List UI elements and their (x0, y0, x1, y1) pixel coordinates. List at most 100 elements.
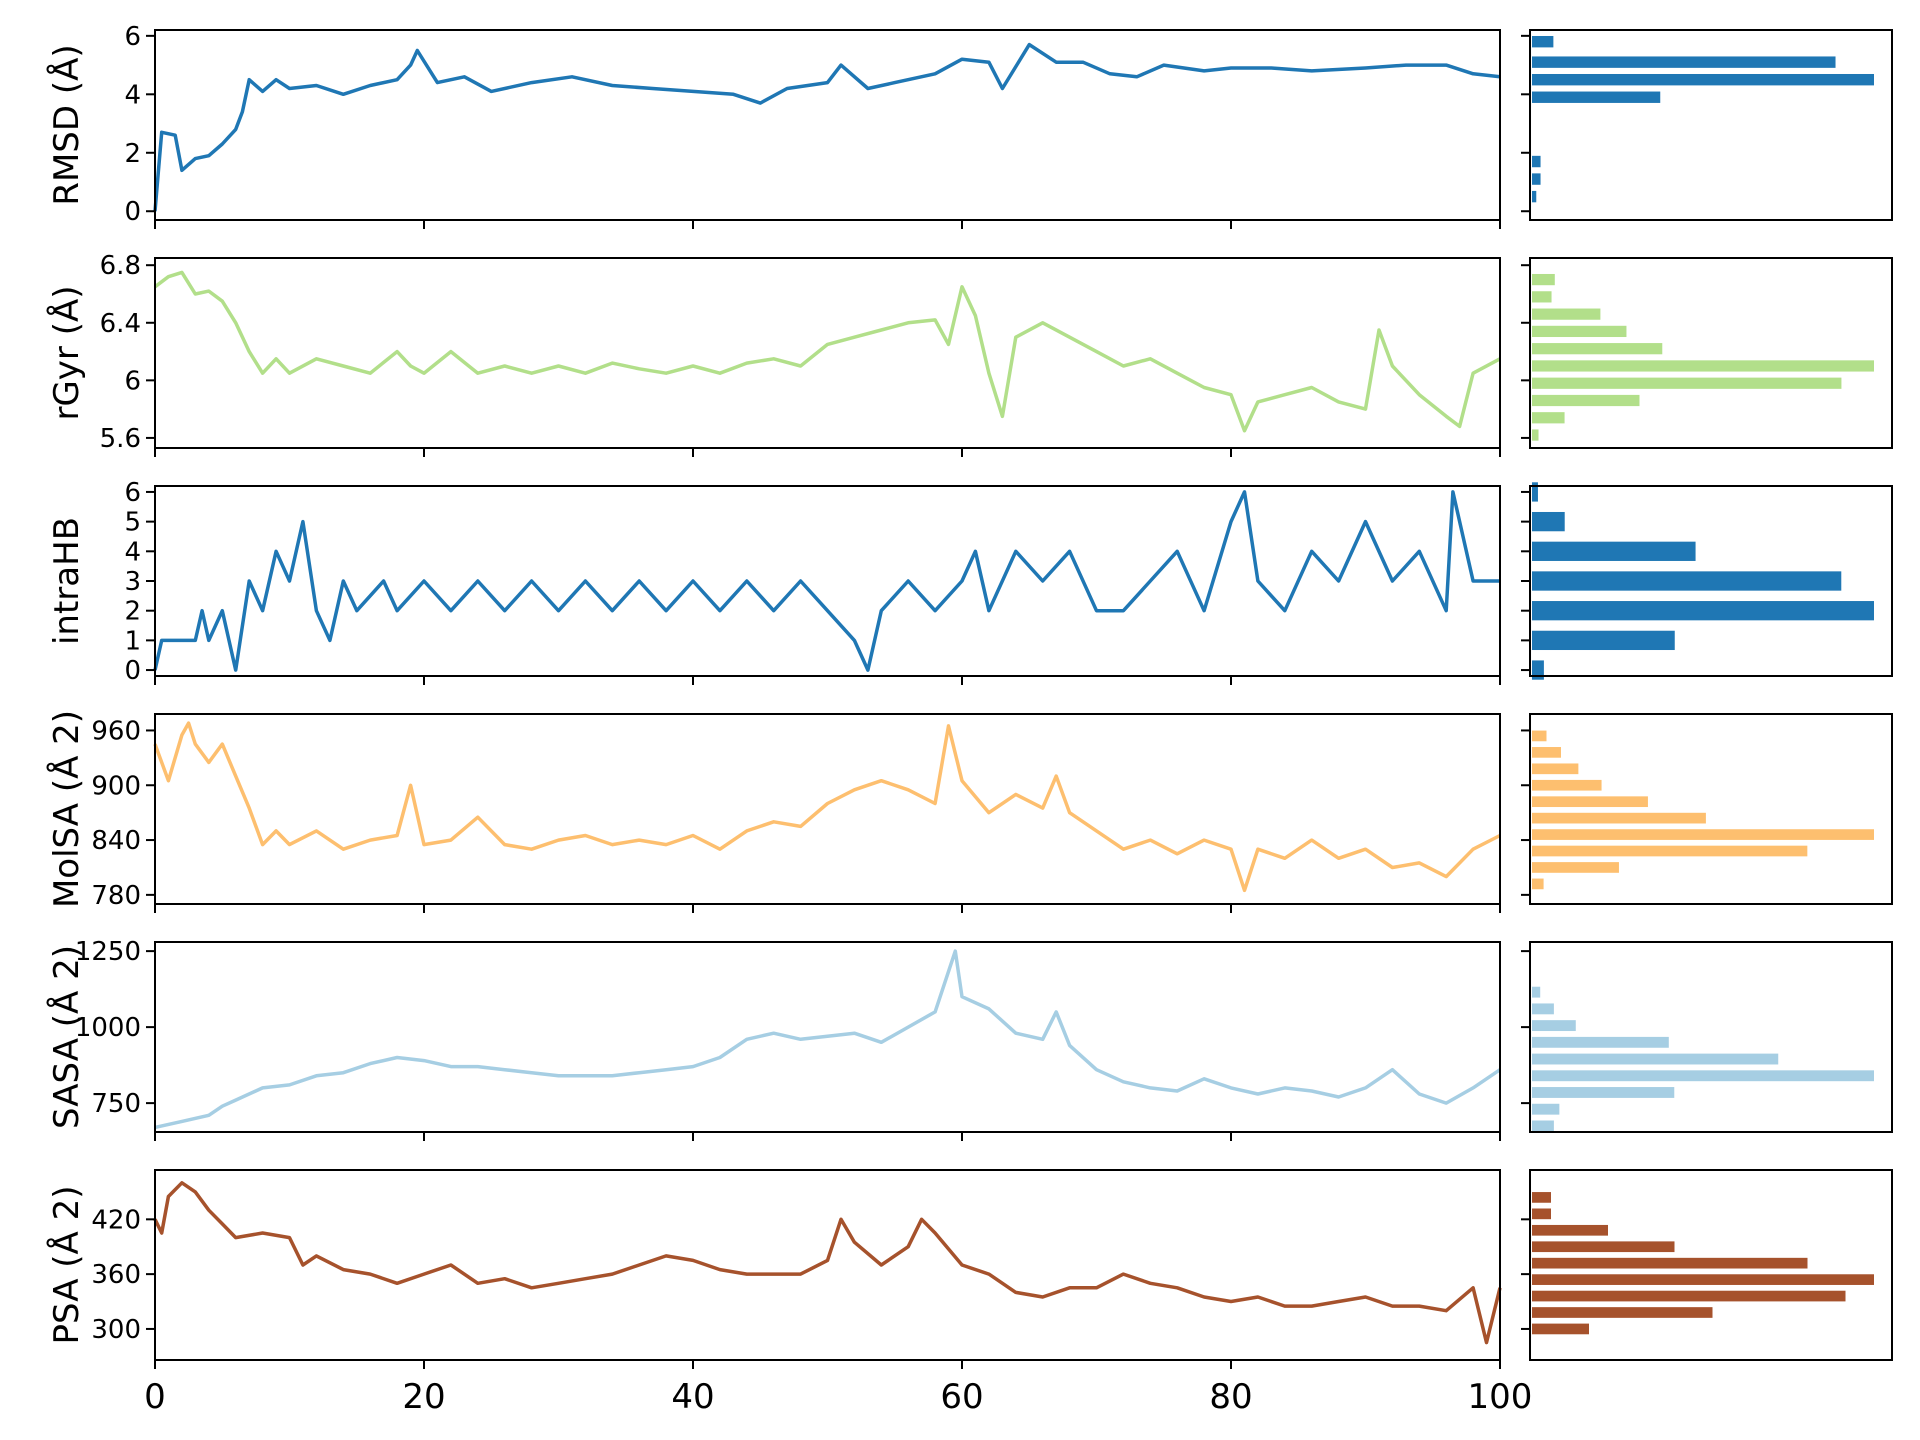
sasa-hist-bar (1532, 1053, 1779, 1065)
rmsd-hist-bar (1532, 190, 1537, 203)
xtick-label: 100 (1468, 1377, 1533, 1417)
psa-hist-bar (1532, 1208, 1551, 1220)
psa-hist-bar (1532, 1192, 1551, 1203)
rmsd-ytick-label: 2 (124, 139, 141, 169)
sasa-ylabel: SASA (Å 2) (46, 945, 87, 1129)
molsa-main-axes (154, 713, 1501, 905)
sasa-hist-bar (1532, 1036, 1669, 1048)
rmsd-hist-bar (1532, 35, 1554, 48)
sasa-ytick-label: 1250 (75, 937, 141, 967)
xtick-label: 60 (940, 1377, 983, 1417)
molsa-hist-bar (1532, 829, 1874, 840)
sasa-hist-bar (1532, 1020, 1576, 1032)
molsa-hist-bar (1532, 845, 1808, 857)
rgyr-hist-bar (1532, 308, 1601, 320)
rmsd-hist-bar (1532, 173, 1541, 185)
molsa-hist-bar (1532, 796, 1648, 808)
rgyr-hist-axes (1529, 257, 1893, 449)
psa-hist-bar (1532, 1241, 1675, 1253)
psa-ytick-label: 300 (91, 1315, 141, 1345)
psa-hist-bar (1532, 1323, 1589, 1335)
rgyr-series-line (153, 270, 1501, 433)
rmsd-hist-bar (1532, 91, 1661, 103)
xtick-label: 80 (1209, 1377, 1252, 1417)
rgyr-hist-bar (1532, 412, 1565, 424)
rgyr-main-axes (154, 257, 1501, 449)
psa-ytick-label: 420 (91, 1205, 141, 1235)
molsa-hist-axes (1529, 713, 1893, 905)
intrahb-ylabel: intraHB (47, 517, 87, 645)
psa-hist-bar (1532, 1290, 1846, 1302)
intrahb-hist-axes (1529, 485, 1893, 677)
intrahb-hist-bar (1532, 660, 1544, 680)
intrahb-hist-bar (1532, 541, 1696, 561)
rmsd-hist-bar (1532, 56, 1836, 68)
psa-hist-bar (1532, 1257, 1808, 1269)
intrahb-ytick-label: 6 (124, 478, 141, 508)
psa-ylabel: PSA (Å 2) (46, 1185, 87, 1344)
psa-main-axes (154, 1169, 1501, 1361)
rgyr-hist-bar (1532, 429, 1539, 441)
rmsd-hist-bar (1532, 73, 1874, 86)
psa-ytick-label: 360 (91, 1260, 141, 1290)
rgyr-panel: 5.6 6 6.4 6.8 rGyr (Å) (46, 251, 1893, 457)
psa-hist-bar (1532, 1274, 1874, 1285)
rgyr-hist-bar (1532, 291, 1552, 303)
intrahb-hist-bar (1532, 571, 1842, 591)
rmsd-ylabel: RMSD (Å) (46, 44, 87, 205)
molsa-hist-bar (1532, 779, 1602, 791)
sasa-hist-bar (1532, 1120, 1554, 1132)
molsa-hist-bar (1532, 878, 1544, 890)
molsa-ylabel: MolSA (Å 2) (46, 710, 87, 908)
psa-hist-axes (1529, 1169, 1893, 1361)
intrahb-ytick-label: 0 (124, 656, 141, 686)
sasa-hist-bar (1532, 1087, 1675, 1098)
rgyr-hist-bar (1532, 325, 1627, 338)
rgyr-hist-bar (1532, 343, 1663, 355)
psa-series-line (153, 1181, 1502, 1345)
rmsd-ytick-label: 0 (124, 197, 141, 227)
sasa-ytick-label: 750 (91, 1089, 141, 1119)
rmsd-panel: 0 2 4 6 RMSD (Å) (46, 22, 1893, 229)
molsa-ytick-label: 780 (91, 881, 141, 911)
molsa-series-line (153, 721, 1501, 893)
intrahb-ytick-label: 5 (124, 508, 141, 538)
molsa-ytick-label: 840 (91, 826, 141, 856)
rgyr-ytick-label: 5.6 (100, 424, 141, 454)
xtick-label: 20 (402, 1377, 445, 1417)
molsa-hist-bar (1532, 747, 1561, 758)
sasa-hist-bar (1532, 986, 1541, 998)
sasa-main-axes (154, 941, 1501, 1133)
molsa-ytick-label: 960 (91, 716, 141, 746)
molsa-hist-bar (1532, 730, 1547, 742)
molsa-hist-bar (1532, 812, 1706, 824)
rgyr-hist-bar (1532, 360, 1874, 372)
sasa-hist-axes (1529, 941, 1893, 1133)
sasa-series-line (154, 949, 1501, 1130)
rgyr-hist-bar (1532, 273, 1555, 286)
sasa-hist-bar (1532, 1003, 1554, 1015)
rgyr-ylabel: rGyr (Å) (46, 285, 87, 420)
rmsd-ytick-label: 6 (124, 22, 141, 52)
rgyr-hist-bar (1532, 394, 1640, 407)
sasa-ytick-label: 1000 (75, 1013, 141, 1043)
psa-hist-bar (1532, 1224, 1608, 1236)
molsa-hist-bar (1532, 862, 1619, 873)
intrahb-hist-bar (1532, 601, 1874, 621)
intrahb-series-line (153, 490, 1500, 672)
intrahb-ytick-label: 3 (124, 567, 141, 597)
intrahb-hist-bar (1532, 482, 1538, 502)
rmsd-series-line (153, 42, 1501, 212)
rmsd-hist-axes (1529, 29, 1893, 221)
rgyr-hist-bar (1532, 377, 1842, 389)
xtick-label: 40 (671, 1377, 714, 1417)
sasa-hist-bar (1532, 1070, 1874, 1082)
molsa-hist-bar (1532, 763, 1579, 775)
xtick-label: 0 (144, 1377, 166, 1417)
rmsd-main-axes (154, 29, 1501, 221)
sasa-hist-bar (1532, 1103, 1560, 1115)
